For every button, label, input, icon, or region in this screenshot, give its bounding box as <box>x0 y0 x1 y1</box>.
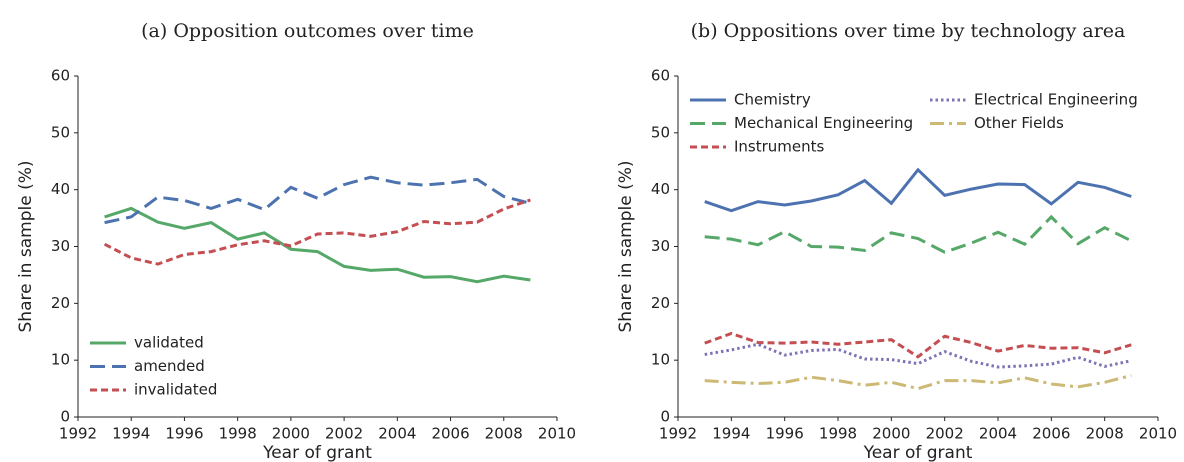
y-tick-label: 20 <box>651 294 670 312</box>
x-tick-label: 2002 <box>325 425 363 443</box>
data-line <box>103 198 531 266</box>
y-axis-label: Share in sample (%) <box>16 161 36 333</box>
legend-label: Chemistry <box>734 91 811 109</box>
data-line <box>704 331 1132 359</box>
x-tick-label: 1998 <box>819 425 857 443</box>
x-tick-label: 2008 <box>1086 425 1124 443</box>
y-tick-label: 10 <box>651 351 670 369</box>
data-line <box>704 167 1132 213</box>
x-tick-label: 2000 <box>272 425 310 443</box>
chart-title: (a) Opposition outcomes over time <box>141 20 474 42</box>
y-tick-label: 40 <box>51 180 70 198</box>
y-tick-label: 30 <box>51 237 70 255</box>
x-axis-label: Year of grant <box>863 443 973 462</box>
y-tick-label: 40 <box>651 180 670 198</box>
x-tick-label: 2004 <box>378 425 416 443</box>
data-line <box>104 206 531 284</box>
legend-label: Mechanical Engineering <box>734 114 913 132</box>
x-tick-label: 1996 <box>165 425 203 443</box>
x-tick-label: 1996 <box>766 425 804 443</box>
x-tick-label: 2000 <box>872 425 910 443</box>
y-tick-label: 0 <box>660 408 670 426</box>
chart-title: (b) Oppositions over time by technology … <box>691 20 1126 42</box>
legend-label: Other Fields <box>974 114 1064 132</box>
x-tick-label: 1992 <box>59 425 97 443</box>
y-tick-label: 0 <box>60 408 70 426</box>
x-tick-label: 1994 <box>712 425 750 443</box>
y-tick-label: 50 <box>51 123 70 141</box>
y-tick-label: 30 <box>651 237 670 255</box>
y-axis-label: Share in sample (%) <box>616 161 636 333</box>
x-tick-label: 2006 <box>1032 425 1070 443</box>
legend-label: Instruments <box>734 138 825 156</box>
data-line <box>704 214 1132 254</box>
legend-label: invalidated <box>134 381 217 399</box>
legend-label: validated <box>134 334 204 352</box>
y-tick-label: 10 <box>51 351 70 369</box>
x-tick-label: 2006 <box>431 425 469 443</box>
x-tick-label: 2002 <box>926 425 964 443</box>
legend-label: Electrical Engineering <box>974 91 1138 109</box>
x-tick-label: 2010 <box>1139 425 1177 443</box>
data-line <box>104 175 531 225</box>
y-tick-label: 60 <box>51 67 70 85</box>
y-tick-label: 60 <box>651 67 670 85</box>
x-tick-label: 1994 <box>112 425 150 443</box>
data-line <box>704 342 1132 369</box>
x-tick-label: 2004 <box>979 425 1017 443</box>
y-tick-label: 20 <box>51 294 70 312</box>
x-tick-label: 2008 <box>485 425 523 443</box>
x-tick-label: 1998 <box>219 425 257 443</box>
x-axis-label: Year of grant <box>262 443 372 462</box>
legend-label: amended <box>134 357 205 375</box>
x-tick-label: 1992 <box>659 425 697 443</box>
data-line <box>704 374 1132 391</box>
x-tick-label: 2010 <box>538 425 576 443</box>
y-tick-label: 50 <box>651 123 670 141</box>
